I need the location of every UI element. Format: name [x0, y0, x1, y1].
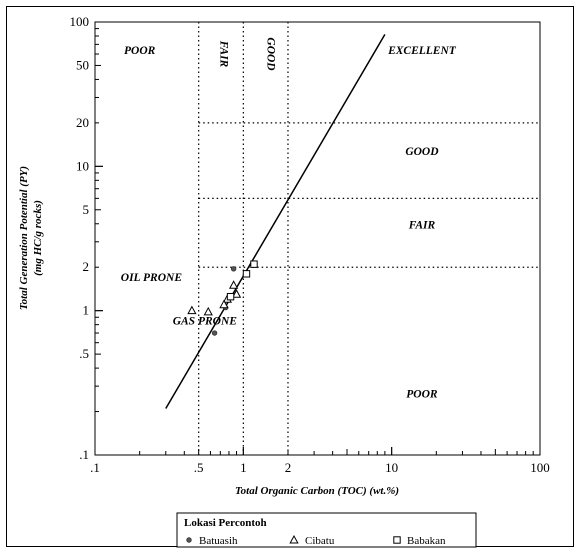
zone-label-toc: EXCELLENT [387, 45, 457, 57]
y-tick-label: 20 [76, 115, 89, 130]
data-point-cibatu [203, 306, 213, 316]
threshold-lines [198, 22, 540, 455]
data-point-cibatu [219, 299, 229, 309]
legend-label-batuasih: Batuasih [199, 535, 238, 547]
minor-ticks [94, 21, 541, 456]
y-tick-label: 10 [76, 158, 89, 173]
y-tick-label: 100 [70, 14, 90, 29]
y-axis-units: (mg HC/g rocks) [32, 200, 44, 276]
legend-marker-cibatu [289, 534, 299, 544]
data-point-babakan [242, 270, 251, 278]
legend-label-babakan: Babakan [407, 535, 446, 547]
trend-line-group [165, 34, 386, 409]
data-point-cibatu [187, 305, 197, 315]
kerogen-annotation: OIL PRONE [121, 272, 183, 284]
x-tick-label: .5 [194, 460, 204, 475]
y-tick-label: .5 [79, 346, 89, 361]
zone-label-toc: FAIR [217, 40, 229, 68]
legend-items: Batuasih Cibatu Babakan [186, 534, 446, 547]
legend-title: Lokasi Percontoh [184, 517, 267, 529]
x-axis-label: Total Organic Carbon (TOC) (wt.%) [235, 485, 399, 497]
legend-marker-batuasih [186, 537, 192, 543]
y-tick-label: 50 [76, 57, 89, 72]
legend: Lokasi Percontoh Batuasih Cibatu Babakan [176, 512, 477, 548]
zone-labels: POOR FAIR GOOD EXCELLENT GOOD FAIR POOR OIL PRO… [121, 37, 457, 400]
y-tick-label: .1 [79, 447, 89, 462]
zone-label-py: GOOD [405, 146, 439, 158]
data-point-batuasih [211, 330, 218, 336]
data-points [187, 260, 258, 336]
plot-area [94, 21, 541, 456]
y-tick-label: 5 [83, 202, 90, 217]
zone-label-py: FAIR [408, 220, 436, 232]
zone-label-toc: POOR [124, 45, 156, 57]
tick-labels: .1 .5 1 2 10 100 100 50 20 10 5 2 1 .5 .1 [70, 14, 550, 475]
legend-box [176, 512, 477, 548]
x-tick-label: 10 [385, 460, 398, 475]
legend-marker-babakan [393, 536, 401, 544]
x-tick-label: 2 [285, 460, 292, 475]
trend-line [165, 34, 386, 409]
y-tick-label: 2 [83, 259, 90, 274]
y-tick-label: 1 [83, 303, 90, 318]
data-point-cibatu [231, 289, 242, 298]
data-point-babakan [250, 260, 258, 268]
x-tick-label: 1 [240, 460, 247, 475]
x-tick-label: .1 [90, 460, 100, 475]
legend-label-cibatu: Cibatu [305, 535, 335, 547]
data-point-cibatu [228, 280, 239, 289]
data-point-batuasih [230, 266, 237, 272]
zone-label-py: POOR [406, 389, 438, 401]
zone-label-toc: GOOD [264, 37, 276, 71]
data-point-babakan [226, 292, 235, 301]
kerogen-annotation: GAS PRONE [173, 316, 238, 328]
x-tick-label: 100 [530, 460, 550, 475]
y-axis-label: Total Generation Potential (PY) [18, 166, 30, 310]
